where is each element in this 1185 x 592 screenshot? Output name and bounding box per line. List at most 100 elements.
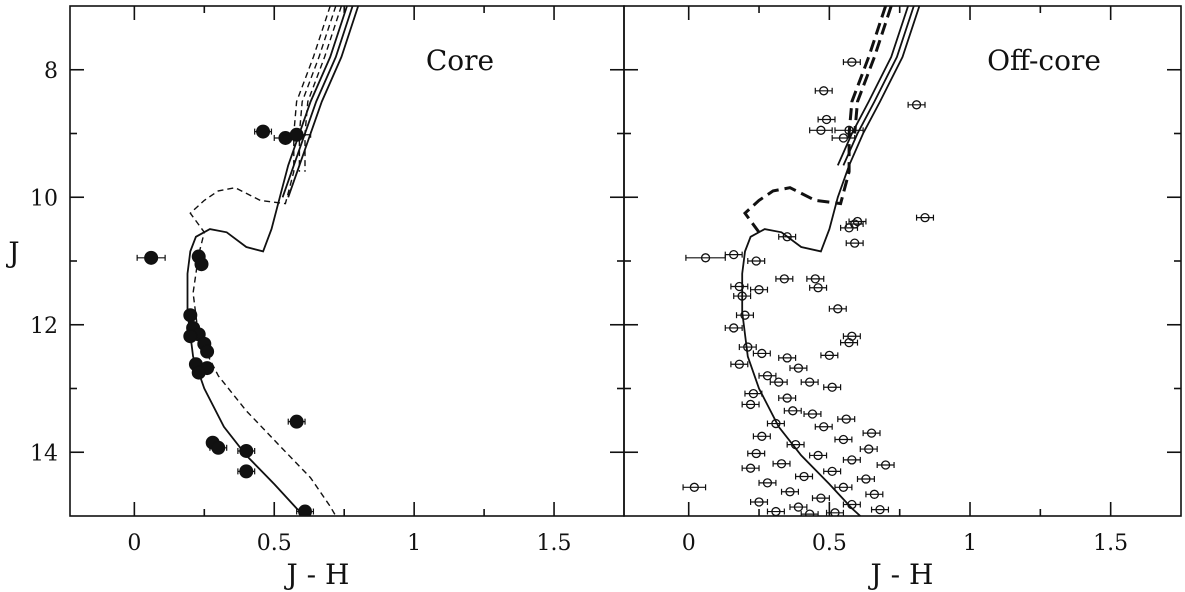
data-point xyxy=(785,487,795,497)
data-point xyxy=(745,463,756,473)
isochrone-solid xyxy=(741,6,921,516)
data-point xyxy=(830,508,840,516)
data-point xyxy=(776,459,787,469)
data-point xyxy=(833,304,843,314)
y-tick-label: 12 xyxy=(30,314,58,339)
data-point xyxy=(734,281,744,292)
data-point xyxy=(774,377,784,387)
data-point xyxy=(827,466,837,477)
data-point xyxy=(880,460,891,470)
data-point xyxy=(847,499,857,510)
data-point xyxy=(847,455,857,465)
data-point xyxy=(793,502,804,512)
x-tick-label: 0 xyxy=(682,531,696,556)
isochrone-dashed xyxy=(298,6,337,172)
data-point xyxy=(790,439,801,450)
panel-title-core: Core xyxy=(426,44,494,77)
data-point xyxy=(782,393,792,403)
isochrone-solid xyxy=(186,6,348,516)
data-point xyxy=(838,482,849,492)
data-point xyxy=(788,406,798,416)
data-point xyxy=(827,382,837,392)
data-point xyxy=(819,86,829,96)
data-point xyxy=(844,337,854,348)
data-point xyxy=(762,478,773,488)
data-point xyxy=(729,249,739,260)
isochrone-solid xyxy=(281,6,354,198)
data-point xyxy=(911,100,922,110)
data-point xyxy=(861,474,871,484)
isochrone-dashed xyxy=(189,6,337,516)
data-point xyxy=(745,399,756,410)
data-point xyxy=(298,504,313,516)
y-tick-label: 14 xyxy=(30,441,58,466)
data-point xyxy=(779,274,789,284)
data-point xyxy=(689,482,699,492)
data-point xyxy=(819,422,829,432)
data-point xyxy=(256,124,271,139)
data-point xyxy=(700,253,711,263)
y-tick-label: 10 xyxy=(30,186,58,211)
data-point xyxy=(813,450,823,461)
data-point xyxy=(816,493,826,503)
data-point xyxy=(144,250,159,265)
data-point xyxy=(183,329,198,344)
isochrone-solid xyxy=(836,6,909,166)
data-point xyxy=(239,464,254,479)
data-point xyxy=(748,388,759,399)
plot-area-off-core xyxy=(682,6,935,516)
data-point xyxy=(771,506,781,516)
data-point xyxy=(751,448,761,459)
x-tick-label: 1.5 xyxy=(1093,531,1128,556)
isochrone-solid xyxy=(842,6,915,166)
data-point xyxy=(743,342,753,352)
plot-area-core xyxy=(136,6,360,516)
x-axis-label-off-core: J - H xyxy=(868,558,934,591)
data-point xyxy=(813,283,823,293)
data-point xyxy=(211,440,226,455)
x-tick-label: 1 xyxy=(963,531,977,556)
isochrone-dashed xyxy=(304,6,343,172)
core-panel: 0 0.5 1 1.5 8 10 12 14 xyxy=(30,5,625,556)
data-point xyxy=(729,323,739,333)
data-point xyxy=(875,504,885,515)
data-point xyxy=(816,125,826,135)
data-point xyxy=(844,125,854,135)
panel-title-off-core: Off-core xyxy=(987,44,1101,77)
data-point xyxy=(757,348,767,359)
data-point xyxy=(807,409,818,419)
data-point xyxy=(757,431,767,441)
x-tick-label: 0 xyxy=(127,531,141,556)
data-point xyxy=(751,256,761,266)
x-tick-label: 0.5 xyxy=(812,531,847,556)
x-tick-label: 1 xyxy=(407,531,421,556)
data-point xyxy=(844,223,854,233)
x-tick-label: 0.5 xyxy=(257,531,292,556)
data-point xyxy=(805,377,815,387)
x-tick-label: 1.5 xyxy=(537,531,572,556)
isochrone-solid xyxy=(287,6,360,198)
data-point xyxy=(239,443,254,458)
data-point xyxy=(824,350,835,361)
data-point xyxy=(810,274,820,284)
data-point xyxy=(183,308,198,323)
data-point xyxy=(793,363,804,373)
data-point xyxy=(838,133,849,143)
data-point xyxy=(762,371,773,381)
data-point xyxy=(821,114,832,125)
data-point xyxy=(850,238,860,248)
data-point xyxy=(920,212,930,223)
data-point xyxy=(754,285,764,295)
data-point xyxy=(799,471,809,482)
data-point xyxy=(734,359,744,369)
data-point xyxy=(191,365,206,380)
data-point xyxy=(782,353,792,363)
data-point xyxy=(754,497,764,507)
data-point xyxy=(869,489,880,499)
data-point xyxy=(200,344,215,359)
data-point xyxy=(289,127,304,142)
data-point xyxy=(847,57,857,67)
y-axis-label: J xyxy=(5,236,19,269)
data-point xyxy=(289,414,304,429)
data-point xyxy=(838,434,849,445)
